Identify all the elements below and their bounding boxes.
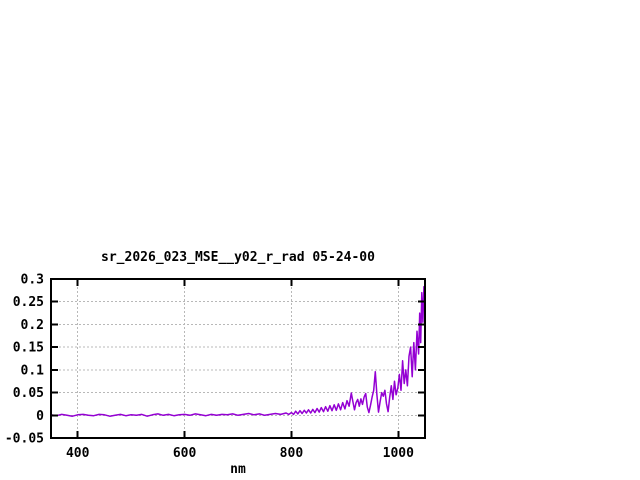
chart-title: sr_2026_023_MSE__y02_r_rad 05-24-00	[101, 250, 375, 265]
y-tick-label: -0.05	[5, 432, 44, 447]
y-tick-label: 0.25	[13, 295, 44, 310]
y-tick-label: 0.15	[13, 341, 44, 356]
x-tick-label: 1000	[383, 446, 414, 461]
grid-layer	[51, 279, 425, 438]
plot-frame	[50, 278, 426, 439]
x-tick-label: 600	[173, 446, 197, 461]
y-tick-label: 0.3	[21, 273, 44, 288]
x-axis-label: nm	[230, 462, 246, 477]
x-tick-label: 800	[280, 446, 304, 461]
y-tick-label: 0.2	[21, 318, 44, 333]
y-tick-label: 0.1	[21, 363, 45, 378]
axes-border	[50, 278, 426, 439]
tick-labels: 400 600 800 1000 -0.05 0 0.05 0.1 0.15 0.2 0.25 0.3	[5, 273, 414, 462]
x-tick-label: 400	[66, 446, 90, 461]
data-series-line	[50, 285, 426, 417]
series-layer	[50, 285, 426, 417]
y-tick-label: 0	[36, 409, 44, 424]
y-tick-label: 0.05	[13, 386, 44, 401]
